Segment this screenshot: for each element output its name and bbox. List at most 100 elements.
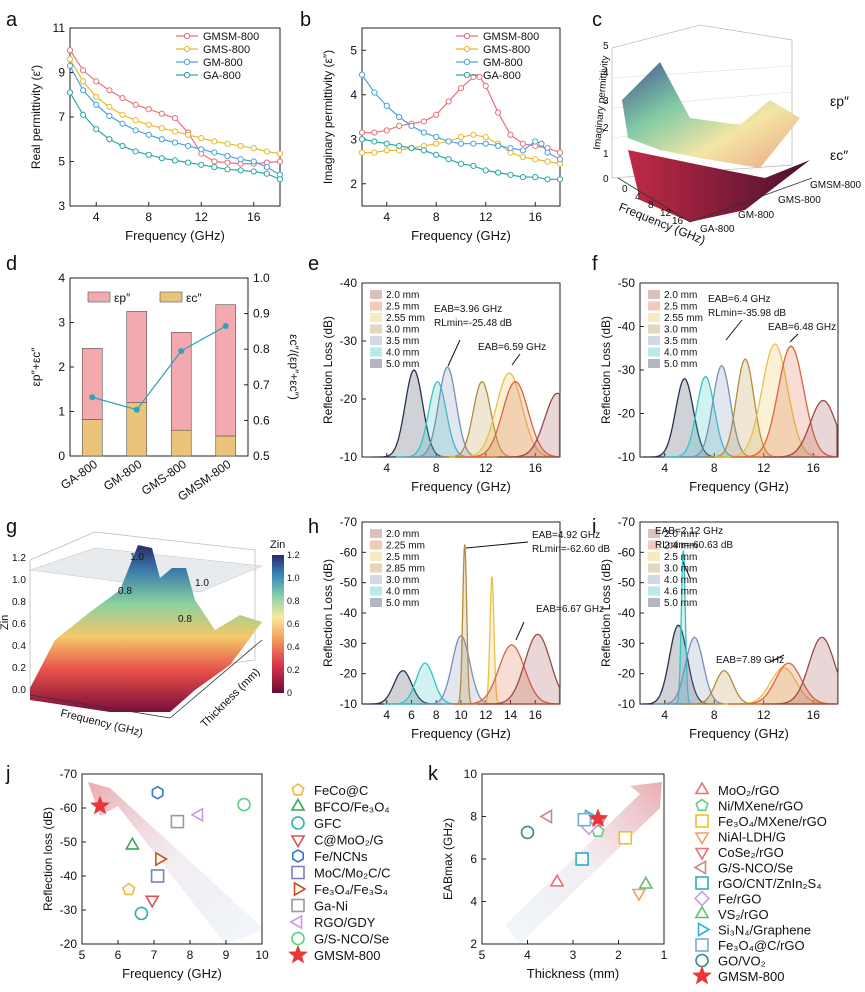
panel-i-ytick-label: -10 xyxy=(618,697,636,711)
panel-b-series-point xyxy=(556,156,564,163)
panel-g-ztick: 0.8 xyxy=(12,597,26,608)
panel-b-series-point xyxy=(470,73,477,81)
panel-b-series-point xyxy=(482,133,489,141)
panel-g-cbar-tick: 0.6 xyxy=(287,619,300,629)
panel-b-series-point xyxy=(532,173,539,181)
panel-i-legend-swatch xyxy=(648,598,660,607)
panel-a-series-point xyxy=(276,176,284,183)
panel-a-series-point xyxy=(132,148,139,155)
panel-g-cbar-tick: 0.4 xyxy=(287,642,300,652)
panel-b-series-point xyxy=(507,131,514,138)
panel-b-series-point xyxy=(383,127,390,134)
panel-a-series-point xyxy=(145,121,152,128)
panel-i-ytick-label: -60 xyxy=(618,545,636,559)
panel-g-ztick: 1.2 xyxy=(12,553,26,564)
panel-a-series-point xyxy=(119,111,126,118)
panel-b-series-point xyxy=(470,131,477,138)
panel-b-series-point xyxy=(544,176,551,183)
panel-i-legend-swatch xyxy=(648,552,660,561)
panel-j-legend-label: Ga-Ni xyxy=(314,899,348,914)
panel-a-series-point xyxy=(237,156,244,163)
panel-d-legend-swatch xyxy=(159,291,183,303)
panel-j-xtick-label: 10 xyxy=(255,948,269,962)
panel-c-xtick: 4 xyxy=(635,192,641,203)
panel-a-series-point xyxy=(119,94,126,102)
panel-f-ytick-label: -50 xyxy=(618,276,636,290)
panel-i-rl-curve xyxy=(673,550,693,705)
panel-j-legend-marker xyxy=(291,931,305,946)
panel-f-legend-swatch xyxy=(648,301,660,311)
panel-a-series-point xyxy=(93,101,100,108)
panel-c-cat: GM-800 xyxy=(738,210,775,221)
panel-a-series-point xyxy=(158,110,165,117)
panel-label-c: c xyxy=(592,9,602,31)
panel-a-series-point xyxy=(171,157,179,164)
panel-h-xtick-label: 14 xyxy=(504,708,518,722)
panel-i-rl-curve xyxy=(728,662,837,705)
panel-i-legend-label: 2.4 mm xyxy=(664,541,697,552)
panel-k-point xyxy=(539,809,553,824)
panel-j-ylabel: Reflection loss (dB) xyxy=(41,807,55,911)
panel-b-series-point xyxy=(482,140,489,147)
panel-i-legend-label: 4.0 mm xyxy=(664,575,697,586)
panel-c-ep-label: εp″ xyxy=(830,93,849,109)
panel-i-xtick-label: 12 xyxy=(757,708,771,722)
panel-a-series-point xyxy=(132,127,139,134)
panel-b-series-point xyxy=(445,156,452,163)
panel-a-series-point xyxy=(106,87,113,94)
panel-g-cbar-tick: 0.8 xyxy=(287,596,300,606)
panel-i-legend-swatch xyxy=(648,529,660,538)
panel-j-legend-label: FeCo@C xyxy=(314,783,368,798)
panel-j-xtick-label: 9 xyxy=(223,948,230,962)
panel-i-ytick-label: -30 xyxy=(618,636,636,650)
panel-d-ylabel: εp″+εc″ xyxy=(29,347,43,387)
panel-e-annotation-arrow xyxy=(447,339,461,367)
panel-h-ytick-label: -60 xyxy=(340,545,358,559)
panel-label-b: b xyxy=(300,9,311,31)
panel-g-ztick: 0.4 xyxy=(12,641,26,652)
panel-e-rl-curve xyxy=(497,392,561,458)
panel-f-xtick-label: 4 xyxy=(661,461,668,475)
panel-h-rl-curve xyxy=(477,633,561,705)
panel-i-legend-label: 4.6 mm xyxy=(664,587,697,598)
panel-h-legend-swatch xyxy=(370,586,382,596)
panel-k-legend-label: G/S-NCO/Se xyxy=(718,861,793,876)
panel-b-series-point xyxy=(495,109,502,116)
panel-j-legend-label: BFCO/Fe₃O₄ xyxy=(314,800,390,815)
panel-a-series-point xyxy=(171,139,179,146)
panel-b-series-point xyxy=(532,156,539,163)
panel-j-ytick-label: -60 xyxy=(60,801,78,815)
panel-label-j: j xyxy=(5,763,10,785)
panel-j-legend-marker xyxy=(289,914,303,930)
panel-k-legend-label: Fe/rGO xyxy=(718,892,761,907)
panel-b-ytick-label: 4 xyxy=(350,88,357,102)
panel-h-legend-label: 2.0 mm xyxy=(386,529,419,540)
panel-i-ytick-label: -40 xyxy=(618,606,636,620)
panel-k-legend-marker xyxy=(694,781,710,795)
panel-h-annotation: EAB=4.92 GHz xyxy=(532,530,600,541)
panel-a-series-point xyxy=(198,146,205,153)
panel-h-ytick-label: -30 xyxy=(340,636,358,650)
panel-a-series-point xyxy=(276,150,284,157)
panel-g-axis xyxy=(29,694,171,719)
panel-i-annotation-arrow xyxy=(769,654,785,663)
panel-b-legend-marker xyxy=(463,58,471,66)
panel-a-chart: 4 8 12 16 3 5 7 9 11 Frequency (GHz) Real permitti… xyxy=(29,21,284,243)
panel-g-ztick: 1.0 xyxy=(12,575,26,586)
panel-i-ytick-label: -50 xyxy=(618,576,636,590)
panel-i-chart: 4 8 12 16 -10 -20 -30 -40 -50 -60 -70 Frequency (GH… xyxy=(599,515,839,741)
panel-b-legend-marker xyxy=(463,32,471,40)
panel-b-series-point xyxy=(538,140,545,147)
panel-b-series-point xyxy=(457,140,465,147)
panel-b-series-point xyxy=(507,145,514,152)
panel-e-annotation: RLmin=-25.48 dB xyxy=(434,318,512,329)
panel-i-ylabel: Reflection Loss (dB) xyxy=(599,559,613,667)
panel-i-xlabel: Frequency (GHz) xyxy=(689,726,789,741)
panel-j-legend-label: GFC xyxy=(314,816,341,831)
panel-j-point xyxy=(237,797,251,812)
panel-j-legend-marker xyxy=(291,816,305,830)
panel-c-xtick: 12 xyxy=(660,208,672,219)
panel-f-xlabel: Frequency (GHz) xyxy=(689,479,789,494)
panel-j-legend-marker xyxy=(291,783,305,796)
panel-c-axis xyxy=(617,177,691,223)
